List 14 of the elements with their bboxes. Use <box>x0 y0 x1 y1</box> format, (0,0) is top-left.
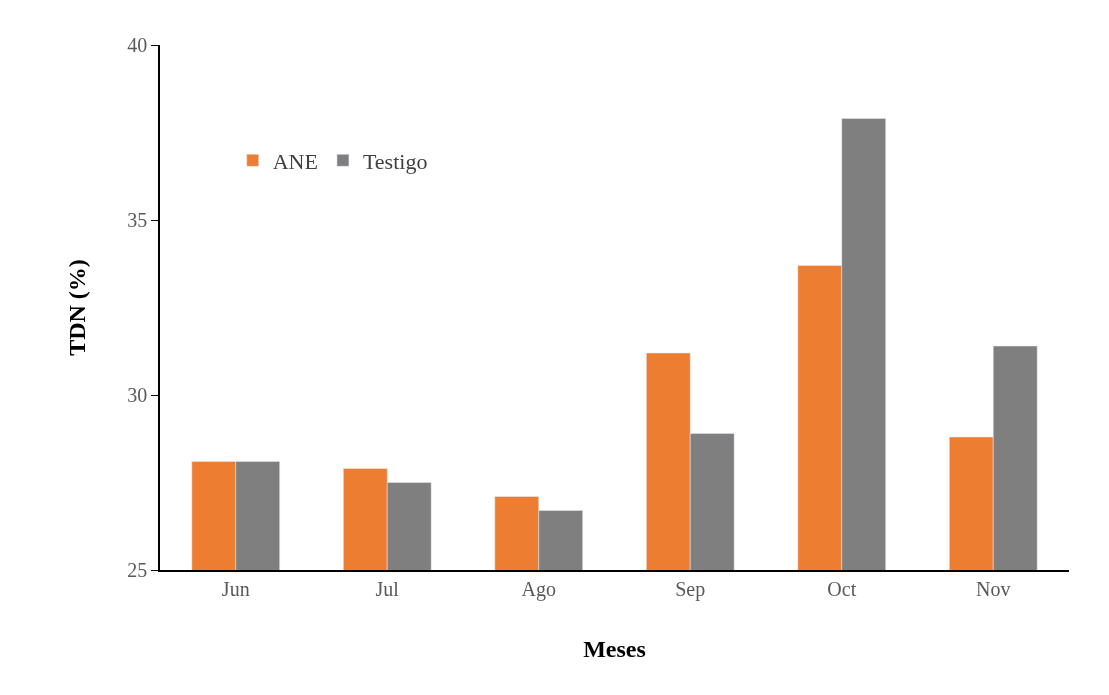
x-axis-title: Meses <box>583 635 646 662</box>
y-tick-label: 30 <box>127 384 148 406</box>
x-tick-label: Oct <box>827 577 857 600</box>
y-tick-label: 40 <box>127 34 148 56</box>
x-tick-label: Sep <box>675 577 706 601</box>
x-tick-label: Ago <box>521 577 556 601</box>
y-axis-title: TDN (%) <box>63 259 90 356</box>
legend-label: ANE <box>272 148 318 174</box>
y-tick-label: 25 <box>127 559 148 581</box>
y-tick-label: 35 <box>127 209 148 231</box>
legend-label: Testigo <box>362 148 428 174</box>
x-tick-label: Nov <box>976 577 1011 600</box>
x-tick-label: Jul <box>375 577 400 600</box>
x-tick-label: Jun <box>221 577 250 600</box>
